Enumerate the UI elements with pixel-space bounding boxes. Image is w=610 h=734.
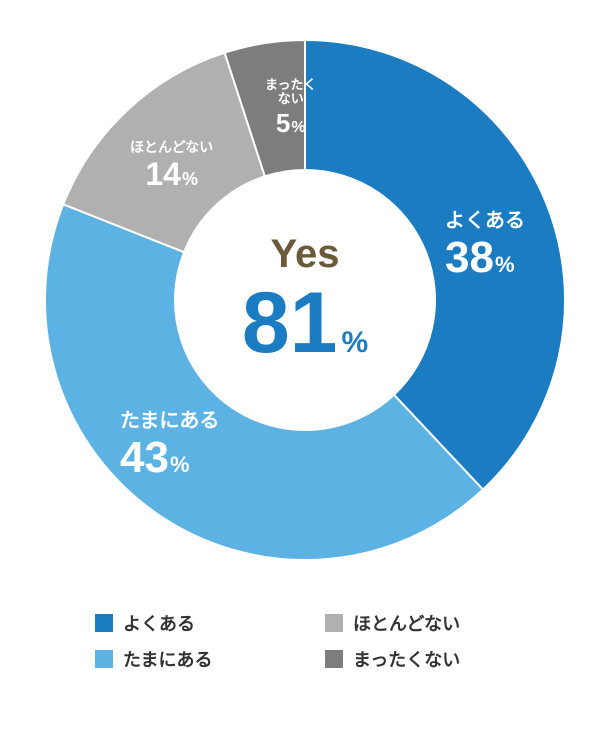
legend-swatch <box>95 650 113 668</box>
legend-swatch <box>325 650 343 668</box>
slice-label: まったく ない5% <box>265 78 316 137</box>
slice-name: まったく ない <box>265 78 316 107</box>
slice-value-row: 5% <box>265 109 316 138</box>
legend-label: たまにある <box>123 646 212 672</box>
slice-percent: % <box>495 253 515 277</box>
legend-item: よくある <box>95 610 285 636</box>
slice-value: 14 <box>145 157 181 192</box>
legend-label: ほとんどない <box>353 610 460 636</box>
slice-value: 5 <box>276 109 290 138</box>
slice-value-row: 38% <box>445 234 525 282</box>
legend-item: まったくない <box>325 646 515 672</box>
center-label: Yes 81% <box>242 234 368 366</box>
center-value: 81 <box>242 280 338 366</box>
legend-swatch <box>325 614 343 632</box>
slice-value: 43 <box>120 434 169 482</box>
legend-item: ほとんどない <box>325 610 515 636</box>
legend: よくある ほとんどない たまにある まったくない <box>95 610 515 672</box>
legend-item: たまにある <box>95 646 285 672</box>
slice-name: たまにある <box>120 410 219 432</box>
slice-percent: % <box>170 453 190 477</box>
slice-label: よくある38% <box>445 210 525 282</box>
legend-swatch <box>95 614 113 632</box>
slice-value: 38 <box>445 234 494 282</box>
slice-value-row: 14% <box>130 157 213 192</box>
slice-value-row: 43% <box>120 434 219 482</box>
center-percent: % <box>341 328 368 358</box>
legend-label: よくある <box>123 610 195 636</box>
slice-name: ほとんどない <box>130 140 213 155</box>
donut-chart: Yes 81% よくある38%たまにある43%ほとんどない14%まったく ない5… <box>25 20 585 580</box>
legend-label: まったくない <box>353 646 460 672</box>
slice-label: たまにある43% <box>120 410 219 482</box>
slice-percent: % <box>182 170 198 190</box>
slice-percent: % <box>291 119 305 137</box>
center-value-row: 81% <box>242 280 368 366</box>
slice-label: ほとんどない 14% <box>130 140 213 193</box>
center-title: Yes <box>242 234 368 274</box>
slice-name: よくある <box>445 210 525 232</box>
